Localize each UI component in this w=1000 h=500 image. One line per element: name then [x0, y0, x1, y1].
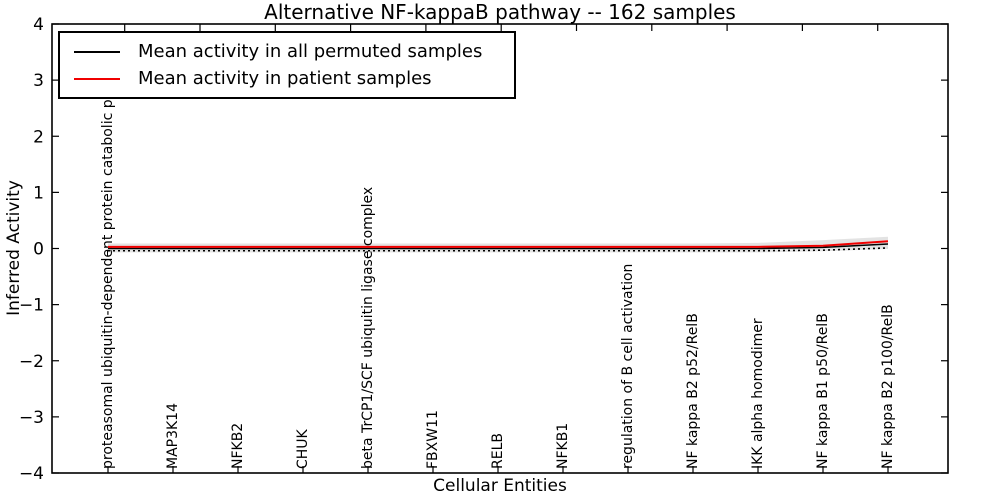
permuted-line-swatch [74, 50, 120, 53]
y-tick-label: 3 [33, 71, 44, 91]
y-tick-label: 2 [33, 127, 44, 147]
x-tick-label: beta TrCP1/SCF ubiquitin ligase complex [360, 187, 376, 469]
y-tick-label: −4 [19, 464, 44, 484]
x-tick-label: NFKB2 [230, 423, 246, 469]
y-tick-label: −1 [19, 296, 44, 316]
legend-label-permuted: Mean activity in all permuted samples [138, 40, 483, 62]
x-tick-label: NF kappa B2 p52/RelB [685, 313, 701, 469]
patient-line-swatch [74, 77, 120, 80]
y-tick-label: 0 [33, 240, 44, 260]
legend-row-patient: Mean activity in patient samples [60, 65, 514, 92]
y-tick-label: −2 [19, 352, 44, 372]
x-tick-label: NF kappa B2 p100/RelB [880, 304, 896, 469]
x-tick-label: MAP3K14 [165, 403, 181, 469]
x-tick-label: NF kappa B1 p50/RelB [815, 313, 831, 469]
x-tick-label: CHUK [295, 428, 311, 469]
chart-title: Alternative NF-kappaB pathway -- 162 sam… [264, 0, 736, 24]
x-tick-label: FBXW11 [425, 410, 441, 469]
x-tick-label: RELB [490, 433, 506, 469]
x-tick-label: regulation of B cell activation [620, 264, 636, 469]
x-tick-label: proteasomal ubiquitin-dependent protein … [100, 93, 116, 469]
y-tick-label: 4 [33, 15, 44, 35]
x-tick-label: NFKB1 [555, 423, 571, 469]
patient-mean-line [108, 240, 889, 248]
legend-label-patient: Mean activity in patient samples [138, 67, 432, 89]
x-tick-label: IKK alpha homodimer [750, 318, 766, 469]
y-tick-label: −3 [19, 408, 44, 428]
x-axis-label: Cellular Entities [433, 476, 567, 496]
y-tick-label: 1 [33, 183, 44, 203]
permuted-mean-line [108, 243, 889, 250]
legend: Mean activity in all permuted samples Me… [58, 31, 516, 99]
legend-row-permuted: Mean activity in all permuted samples [60, 38, 514, 65]
dotted-reference-line [108, 247, 889, 252]
